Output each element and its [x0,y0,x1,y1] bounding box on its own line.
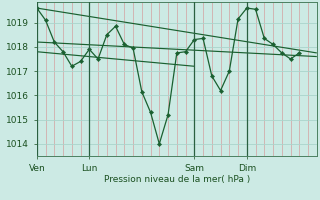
X-axis label: Pression niveau de la mer( hPa ): Pression niveau de la mer( hPa ) [104,175,250,184]
